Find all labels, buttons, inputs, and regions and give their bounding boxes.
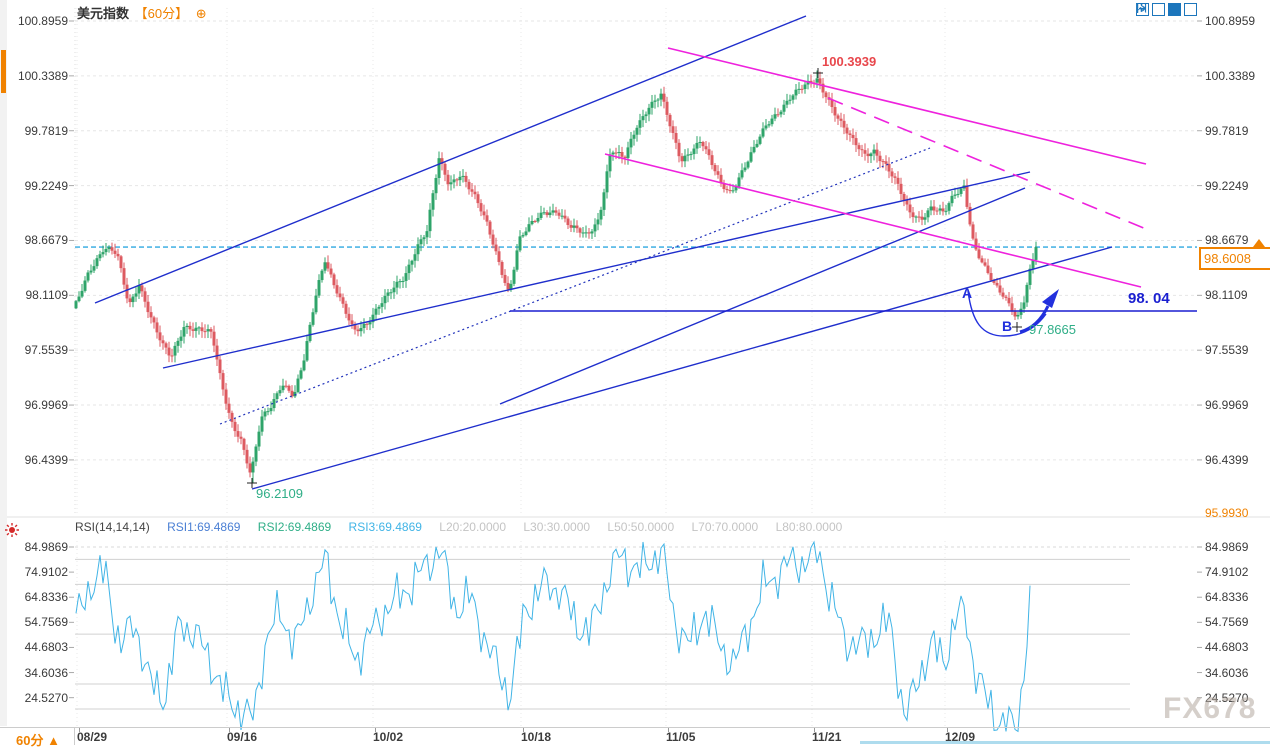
auto-scale-icon[interactable] — [1136, 3, 1181, 16]
date-tick — [229, 728, 230, 732]
high-price-annotation: 100.3939 — [822, 54, 877, 69]
fit-range-icon[interactable] — [1136, 3, 1165, 16]
indicator-settings-icon[interactable] — [4, 522, 20, 538]
magenta-dashed-trend-line — [827, 97, 1147, 230]
date-label: 09/16 — [227, 730, 258, 744]
rsi-level-80: L80:80.0000 — [775, 520, 843, 534]
rsi-level-20: L20:20.0000 — [439, 520, 506, 534]
price-tick-label: 96.9969 — [1205, 398, 1249, 413]
breakout-arrow — [1019, 305, 1050, 334]
price-tick-label: 98.6679 — [1205, 233, 1249, 248]
rsi-tick-label: 64.8336 — [24, 590, 68, 605]
magenta-trend-line — [667, 47, 1147, 165]
left-scroll-track — [0, 0, 7, 726]
blue-dotted-trend-line — [219, 147, 931, 425]
price-tick-label: 96.4399 — [24, 452, 68, 467]
rsi-tick-label: 84.9869 — [1205, 540, 1249, 554]
low-price-annotation: 96.2109 — [256, 486, 303, 501]
blue-trend-line — [94, 15, 807, 304]
rsi-level-30: L30:30.0000 — [523, 520, 591, 534]
collapse-panel-icon[interactable] — [1136, 3, 1197, 16]
horizontal-scrollbar[interactable] — [860, 741, 1270, 744]
rsi-tick-label: 54.7569 — [1205, 615, 1249, 630]
rsi-level-50: L50:50.0000 — [607, 520, 675, 534]
date-label: 10/02 — [373, 730, 404, 744]
candlestick-series — [74, 70, 1038, 483]
axis-separator — [74, 728, 75, 745]
rsi-tick-label: 74.9102 — [1205, 565, 1249, 580]
current-price-box: 98.6008 — [1199, 247, 1270, 270]
rsi-tick-label: 44.6803 — [24, 640, 68, 655]
left-scroll-thumb[interactable] — [1, 50, 6, 93]
price-tick-label: 100.3389 — [17, 68, 68, 83]
support-level-label: 98. 04 — [1128, 290, 1170, 307]
date-label: 08/29 — [77, 730, 108, 744]
rsi-level-70: L70:70.0000 — [691, 520, 759, 534]
date-label: 12/09 — [945, 730, 976, 744]
point-b-label: B — [1002, 318, 1013, 334]
rsi-tick-label: 54.7569 — [24, 615, 68, 630]
rsi-tick-label: 74.9102 — [24, 565, 68, 580]
rsi-tick-label: 24.5270 — [24, 690, 68, 705]
price-tick-label: 99.7819 — [24, 123, 68, 138]
rsi-tick-label: 34.6036 — [24, 665, 68, 680]
price-tick-label: 99.2249 — [24, 178, 68, 193]
blue-trend-line — [499, 187, 1026, 405]
time-axis: 60分 ▲ 08/29 09/16 10/02 10/18 11/05 11/21 12/0… — [0, 727, 1270, 748]
rsi-tick-label: 44.6803 — [1205, 640, 1249, 655]
price-tick-label: 98.1109 — [25, 288, 69, 303]
price-tick-label: 100.8959 — [1205, 14, 1256, 28]
price-tick-label: 98.6679 — [24, 233, 68, 248]
rsi2-value: RSI2:69.4869 — [257, 520, 332, 534]
price-tick-label: 99.7819 — [1205, 123, 1249, 138]
period-tag[interactable]: 【60分】 — [134, 6, 189, 21]
date-label: 11/21 — [812, 730, 842, 744]
b-low-annotation: 97.8665 — [1029, 322, 1076, 337]
rsi-tick-label: 24.5270 — [1205, 690, 1249, 705]
date-tick — [814, 728, 815, 732]
rsi-params-label: RSI(14,14,14) — [75, 520, 150, 534]
rsi-line — [75, 540, 1031, 733]
price-tick-label: 96.9969 — [24, 398, 68, 413]
date-tick — [947, 728, 948, 732]
chart-header: 美元指数 【60分】 ⊕ — [77, 3, 207, 22]
price-tick-label: 99.2249 — [1205, 178, 1249, 193]
price-tick-label: 98.1109 — [1205, 288, 1248, 303]
price-tick-label: 97.5539 — [24, 343, 68, 358]
blue-trend-line — [162, 171, 1031, 369]
price-tick-label: 97.5539 — [1205, 343, 1249, 358]
date-label: 11/05 — [666, 730, 696, 744]
rsi-indicator-header: RSI(14,14,14) RSI1:69.4869 RSI2:69.4869 … — [75, 520, 856, 534]
rsi-tick-label: 64.8336 — [1205, 590, 1249, 605]
point-a-label: A — [962, 285, 973, 301]
date-tick — [523, 728, 524, 732]
price-tick-label: 100.8959 — [17, 14, 68, 28]
price-tick-label: 100.3389 — [1205, 68, 1256, 83]
magenta-trend-line — [604, 153, 1142, 288]
price-up-marker-icon — [1253, 239, 1265, 247]
date-label: 10/18 — [521, 730, 552, 744]
rsi-tick-label: 84.9869 — [24, 540, 68, 554]
chart-toolbar — [1136, 3, 1197, 16]
rsi-tick-label: 34.6036 — [1205, 665, 1249, 680]
rsi3-value: RSI3:69.4869 — [348, 520, 422, 534]
period-selector[interactable]: 60分 ▲ — [16, 733, 60, 748]
blue-trend-line — [251, 246, 1113, 490]
symbol-title: 美元指数 — [77, 6, 130, 21]
zoom-plus-icon[interactable]: ⊕ — [195, 6, 207, 21]
date-tick — [375, 728, 376, 732]
price-tick-label: 96.4399 — [1205, 452, 1249, 467]
date-tick — [668, 728, 669, 732]
breakout-arrow-head — [1042, 289, 1059, 308]
panel-low-label: 95.9930 — [1205, 506, 1249, 520]
rsi1-value: RSI1:69.4869 — [167, 520, 241, 534]
date-tick — [79, 728, 80, 732]
fx678-watermark: FX678 — [1163, 692, 1257, 725]
